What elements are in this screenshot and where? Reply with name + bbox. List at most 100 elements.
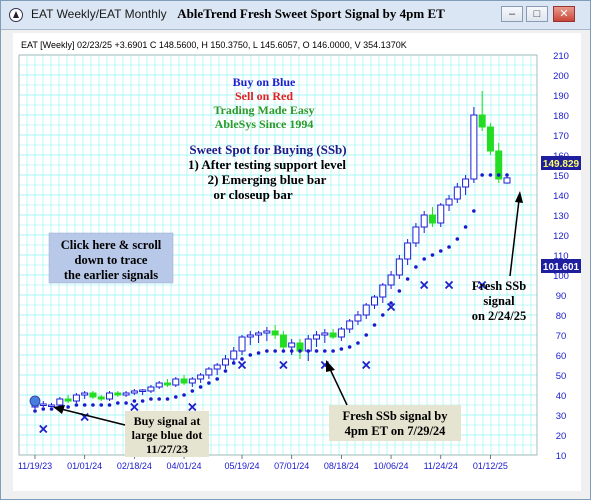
support-dot bbox=[99, 403, 104, 407]
price-bar-body bbox=[503, 177, 511, 184]
price-bar-body bbox=[495, 150, 503, 180]
signal-x-mark bbox=[478, 280, 487, 290]
support-dot bbox=[430, 253, 435, 257]
support-dot bbox=[372, 323, 377, 327]
fresh-feb-arrowhead bbox=[515, 191, 523, 203]
fresh-jul-arrowhead bbox=[326, 360, 335, 372]
price-chart[interactable]: 1020304050607080901001101201301401501601… bbox=[13, 33, 581, 491]
fresh-feb-line3: on 2/24/25 bbox=[472, 309, 527, 323]
price-bar-body bbox=[130, 390, 138, 394]
price-bar-body bbox=[221, 358, 229, 366]
price-bar-body bbox=[486, 126, 494, 152]
title-bar[interactable]: EAT Weekly/EAT Monthly AbleTrend Fresh S… bbox=[1, 1, 590, 30]
support-dot bbox=[173, 395, 178, 399]
x-tick-label: 04/01/24 bbox=[167, 461, 202, 471]
chart-area[interactable]: 1020304050607080901001101201301401501601… bbox=[13, 33, 581, 491]
price-bar-body bbox=[329, 332, 337, 338]
support-dot bbox=[364, 333, 369, 337]
price-bar-body bbox=[238, 336, 246, 352]
support-dot bbox=[488, 173, 493, 177]
buy-signal-arrow bbox=[60, 408, 126, 426]
support-dot bbox=[74, 403, 79, 407]
click-here-box[interactable]: Click here & scroll down to trace the ea… bbox=[48, 232, 174, 284]
last-price-tag: 149.829 bbox=[541, 156, 581, 170]
price-bar-body bbox=[255, 332, 263, 336]
price-bar-body bbox=[230, 350, 238, 360]
price-bar-body bbox=[288, 342, 296, 348]
support-dot bbox=[389, 301, 393, 305]
window-title: AbleTrend Fresh Sweet Sport Signal by 4p… bbox=[177, 6, 445, 21]
price-bar-body bbox=[39, 403, 47, 406]
app-logo-icon bbox=[9, 8, 23, 22]
fresh-jul-line2: 4pm ET on 7/29/24 bbox=[345, 424, 447, 438]
price-bar-body bbox=[48, 404, 56, 407]
price-bar-body bbox=[412, 226, 420, 244]
signal-x-mark bbox=[444, 280, 454, 290]
support-dot bbox=[116, 401, 120, 405]
legend-buy: Buy on Blue bbox=[233, 75, 296, 89]
support-dot bbox=[455, 237, 460, 241]
minimize-button[interactable]: – bbox=[501, 6, 523, 22]
stop-price-value: 101.601 bbox=[543, 262, 580, 273]
signal-x-mark bbox=[39, 424, 48, 434]
support-dot bbox=[289, 349, 294, 353]
support-dot bbox=[198, 385, 203, 389]
x-tick-label: 07/01/24 bbox=[274, 461, 309, 471]
y-tick-label: 150 bbox=[553, 171, 569, 182]
y-tick-label: 90 bbox=[556, 291, 567, 302]
click-here-line3[interactable]: the earlier signals bbox=[64, 268, 158, 282]
quote-line: EAT [Weekly] 02/23/25 +3.6901 C 148.5600… bbox=[21, 40, 407, 50]
signal-x-marks bbox=[39, 280, 487, 434]
buy-signal-annotation: Buy signal at large blue dot 11/27/23 bbox=[53, 405, 209, 457]
price-bar-body bbox=[213, 364, 221, 370]
support-dot bbox=[215, 377, 219, 381]
fresh-feb-annotation: Fresh SSb signal on 2/24/25 bbox=[472, 191, 527, 323]
plot-frame bbox=[18, 54, 538, 456]
price-bar-body bbox=[445, 198, 453, 206]
price-bar-body bbox=[263, 330, 271, 334]
y-tick-label: 50 bbox=[556, 371, 567, 382]
restore-button[interactable]: □ bbox=[526, 6, 548, 22]
support-dot bbox=[463, 225, 468, 229]
legend-tag2: AbleSys Since 1994 bbox=[215, 117, 314, 131]
signal-x-mark bbox=[237, 360, 247, 370]
price-bar-body bbox=[172, 378, 180, 386]
price-bar-body bbox=[428, 214, 436, 224]
support-dot bbox=[66, 405, 70, 409]
x-tick-label: 01/12/25 bbox=[473, 461, 508, 471]
chart-tabs[interactable]: EAT Weekly/EAT Monthly bbox=[31, 7, 167, 21]
support-dot bbox=[140, 399, 145, 403]
y-tick-label: 40 bbox=[556, 391, 567, 402]
price-bar-body bbox=[337, 328, 345, 338]
close-button[interactable]: ✕ bbox=[553, 6, 575, 22]
price-bar-body bbox=[313, 334, 321, 340]
price-bar-body bbox=[395, 258, 403, 276]
last-price-value: 149.829 bbox=[543, 159, 580, 170]
stop-price-tag-bg bbox=[541, 259, 581, 273]
price-bar-body bbox=[362, 304, 370, 316]
support-dot bbox=[472, 209, 476, 213]
y-tick-label: 210 bbox=[553, 51, 569, 62]
price-bar-body bbox=[387, 274, 395, 286]
signal-x-mark bbox=[279, 360, 288, 370]
y-tick-label: 200 bbox=[553, 71, 569, 82]
price-bar-body bbox=[147, 386, 155, 392]
price-bar-body bbox=[437, 204, 445, 224]
click-here-line1[interactable]: Click here & scroll bbox=[61, 238, 162, 252]
fresh-jul-annotation: Fresh SSb signal by 4pm ET on 7/29/24 bbox=[326, 360, 461, 441]
click-here-line2[interactable]: down to trace bbox=[75, 253, 148, 267]
price-bar-body bbox=[246, 334, 254, 338]
price-bar-body bbox=[379, 284, 387, 298]
price-bar-body bbox=[97, 396, 105, 400]
support-dot bbox=[339, 347, 344, 351]
support-dot bbox=[281, 349, 286, 353]
click-here-box-bg[interactable] bbox=[48, 232, 174, 284]
price-bar-body bbox=[155, 382, 163, 388]
price-bar-body bbox=[64, 398, 72, 402]
support-dot bbox=[306, 349, 311, 353]
sweet-spot-line2: 2) Emerging blue bar bbox=[208, 172, 327, 187]
price-bar-body bbox=[271, 330, 279, 336]
price-bar-body bbox=[72, 394, 80, 402]
support-dot bbox=[265, 349, 269, 353]
